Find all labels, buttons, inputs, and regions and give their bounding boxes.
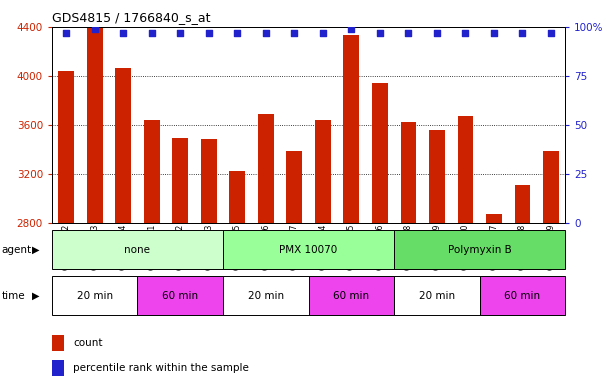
- Text: 20 min: 20 min: [247, 291, 284, 301]
- Bar: [343, 35, 359, 223]
- Bar: [458, 116, 473, 223]
- Point: [147, 30, 156, 36]
- Text: ▶: ▶: [32, 245, 39, 255]
- Bar: [52, 335, 64, 351]
- Text: count: count: [73, 338, 103, 348]
- Text: none: none: [125, 245, 150, 255]
- Point: [261, 30, 271, 36]
- Text: ▶: ▶: [32, 291, 39, 301]
- Bar: [309, 276, 394, 315]
- Bar: [514, 185, 530, 223]
- Text: 60 min: 60 min: [162, 291, 199, 301]
- Text: time: time: [2, 291, 26, 301]
- Bar: [480, 276, 565, 315]
- Bar: [52, 276, 137, 315]
- Bar: [201, 139, 216, 223]
- Text: agent: agent: [2, 245, 32, 255]
- Bar: [315, 120, 331, 223]
- Point: [90, 26, 100, 32]
- Bar: [52, 230, 223, 269]
- Bar: [115, 68, 131, 223]
- Bar: [394, 276, 480, 315]
- Text: 20 min: 20 min: [76, 291, 113, 301]
- Text: 60 min: 60 min: [333, 291, 370, 301]
- Point: [432, 30, 442, 36]
- Bar: [172, 138, 188, 223]
- Bar: [223, 276, 309, 315]
- Bar: [258, 114, 274, 223]
- Bar: [429, 130, 445, 223]
- Point: [175, 30, 185, 36]
- Point: [318, 30, 327, 36]
- Point: [518, 30, 527, 36]
- Point: [61, 30, 71, 36]
- Point: [232, 30, 242, 36]
- Bar: [59, 71, 74, 223]
- Point: [489, 30, 499, 36]
- Point: [546, 30, 556, 36]
- Bar: [137, 276, 223, 315]
- Text: 20 min: 20 min: [419, 291, 455, 301]
- Point: [204, 30, 214, 36]
- Bar: [287, 151, 302, 223]
- Point: [403, 30, 413, 36]
- Point: [290, 30, 299, 36]
- Bar: [401, 122, 416, 223]
- Bar: [394, 230, 565, 269]
- Text: percentile rank within the sample: percentile rank within the sample: [73, 363, 249, 373]
- Bar: [223, 230, 394, 269]
- Point: [119, 30, 128, 36]
- Text: GDS4815 / 1766840_s_at: GDS4815 / 1766840_s_at: [52, 12, 210, 25]
- Bar: [52, 360, 64, 376]
- Bar: [486, 214, 502, 223]
- Point: [346, 26, 356, 32]
- Point: [461, 30, 470, 36]
- Bar: [144, 120, 159, 223]
- Point: [375, 30, 385, 36]
- Bar: [543, 151, 559, 223]
- Text: PMX 10070: PMX 10070: [279, 245, 338, 255]
- Bar: [87, 28, 103, 223]
- Text: Polymyxin B: Polymyxin B: [448, 245, 511, 255]
- Bar: [229, 171, 245, 223]
- Bar: [372, 83, 388, 223]
- Text: 60 min: 60 min: [504, 291, 541, 301]
